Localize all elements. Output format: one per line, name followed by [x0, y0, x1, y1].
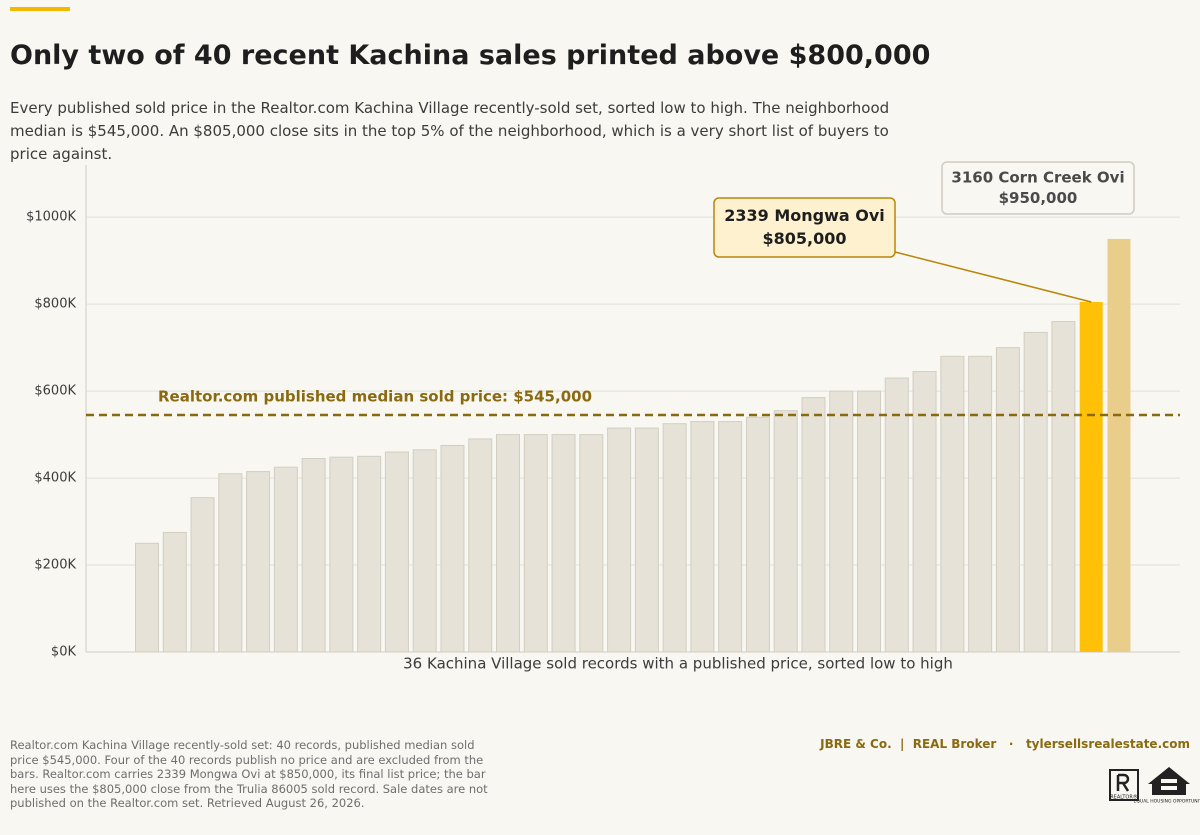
logo-text: REALTOR®	[1110, 794, 1138, 801]
logo-text: EQUAL HOUSING OPPORTUNITY	[1134, 799, 1200, 805]
bar	[384, 451, 409, 653]
bar	[468, 438, 493, 653]
brand: JBRE & Co.	[820, 737, 892, 751]
y-tick-label: $600K	[34, 384, 76, 399]
bar	[162, 531, 187, 653]
bar	[579, 434, 604, 653]
bar	[135, 542, 159, 653]
chart-subtitle: Every published sold price in the Realto…	[10, 99, 890, 163]
bar	[829, 390, 854, 653]
bar	[857, 390, 882, 653]
bar	[607, 427, 632, 653]
y-tick-label: $1000K	[26, 210, 76, 225]
brand: tylersellsrealestate.com	[1025, 737, 1190, 751]
callout-title: 2339 Mongwa Ovi	[724, 206, 885, 225]
y-tick-label: $200K	[34, 558, 76, 573]
bar	[190, 497, 215, 653]
bar	[968, 355, 993, 653]
bar	[1051, 321, 1076, 653]
accent-bar	[10, 7, 70, 11]
bar	[357, 455, 382, 653]
y-tick-label: $400K	[34, 471, 76, 486]
bar	[662, 423, 687, 653]
callout-box	[941, 161, 1135, 215]
bar	[773, 410, 798, 653]
bar	[690, 421, 715, 653]
y-tick-label: $0K	[51, 645, 77, 660]
bar	[246, 471, 271, 653]
brand-line: JBRE & Co. | REAL Broker · tylersellsrea…	[820, 737, 1190, 751]
bar	[884, 377, 909, 653]
bar	[1079, 301, 1103, 652]
bar	[718, 421, 743, 653]
bar	[1023, 331, 1048, 653]
bar	[412, 449, 437, 653]
bar	[218, 473, 243, 653]
bar	[329, 456, 354, 653]
bar	[940, 355, 965, 653]
equal-housing-bars	[1161, 786, 1177, 790]
bar	[440, 444, 465, 653]
callout-box	[713, 197, 896, 258]
chart-title: Only two of 40 recent Kachina sales prin…	[10, 40, 931, 71]
bar	[801, 397, 826, 653]
realtor-logo-r	[1116, 773, 1130, 792]
callout-value: $950,000	[999, 189, 1078, 207]
median-label: Realtor.com published median sold price:…	[158, 388, 592, 406]
bar	[551, 434, 576, 653]
bar	[745, 416, 770, 653]
x-axis-label: 36 Kachina Village sold records with a p…	[403, 655, 953, 673]
source-note: Realtor.com Kachina Village recently-sol…	[10, 738, 488, 810]
realtor-logo	[1109, 769, 1139, 801]
equal-housing-bars	[1161, 779, 1177, 783]
bar	[301, 458, 326, 653]
y-tick-label: $800K	[34, 297, 76, 312]
bar	[496, 434, 521, 653]
callout-value: $805,000	[762, 229, 846, 248]
bar	[995, 347, 1020, 653]
bar	[1107, 238, 1131, 652]
bar	[634, 427, 659, 653]
callout-title: 3160 Corn Creek Ovi	[951, 169, 1124, 187]
bar	[523, 434, 548, 653]
brand: REAL Broker	[912, 737, 997, 751]
callout-line	[894, 251, 1092, 303]
bar	[912, 371, 937, 653]
bar	[273, 466, 298, 653]
